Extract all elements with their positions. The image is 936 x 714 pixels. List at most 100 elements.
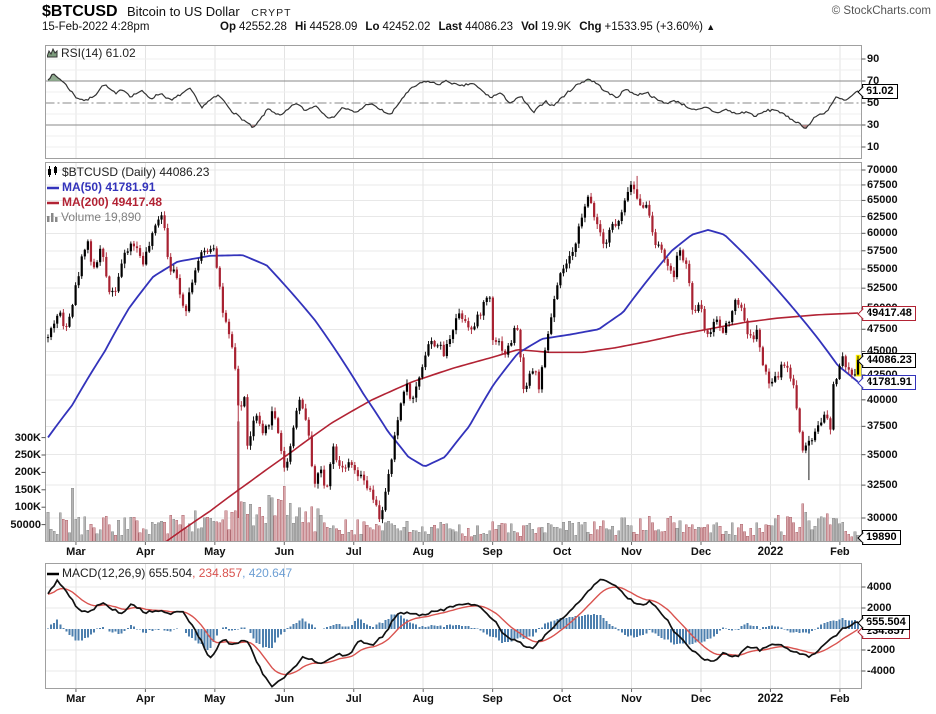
- month-label-macd: 2022: [757, 693, 784, 705]
- price-legend: $BTCUSD (Daily) 44086.23: [47, 165, 209, 180]
- macd-axis-tick-label: 4000: [867, 581, 892, 593]
- price-axis-tick-label: 32500: [867, 479, 898, 492]
- price-axis-tick-label: 65000: [867, 194, 898, 207]
- month-label-macd: Jun: [274, 693, 295, 705]
- high-value: 44528.09: [309, 21, 358, 33]
- ma50-legend: MA(50) 41781.91: [47, 180, 155, 195]
- macd-legend-main: MACD(12,26,9) 655.504: [62, 566, 193, 580]
- macd-current-label: 655.504: [857, 615, 910, 630]
- price-axis-tick-label: 57500: [867, 244, 898, 257]
- volume-axis-tick-label: 150K: [14, 483, 41, 496]
- quote-values: Op 42552.28 Hi 44528.09 Lo 42452.02 Last 44086.…: [212, 21, 715, 33]
- volume-label: Vol: [521, 21, 539, 33]
- price-axis-tick-label: 62500: [867, 210, 898, 223]
- month-label-main: May: [204, 546, 226, 558]
- rsi-axis-tick-label: 50: [867, 97, 880, 109]
- last-value: 44086.23: [465, 21, 514, 33]
- price-axis-tick-label: 30000: [867, 511, 898, 524]
- price-axis-tick-label: 37500: [867, 420, 898, 433]
- symbol-title: $BTCUSD: [42, 3, 118, 20]
- month-label-main: Feb: [830, 546, 850, 558]
- chart-header: $BTCUSD Bitcoin to US Dollar CRYPT: [42, 3, 932, 21]
- month-label-macd: Mar: [66, 693, 86, 705]
- price-axis-tick-label: 70000: [867, 164, 898, 176]
- rsi-legend: RSI(14) 61.02: [46, 46, 136, 61]
- volume-legend-label: Volume 19,890: [61, 210, 142, 224]
- macd-axis-tick-label: 2000: [867, 602, 892, 614]
- volume-axis-tick-label: 50000: [10, 518, 41, 531]
- month-label-macd: Apr: [135, 693, 155, 705]
- volume-bars-icon: [47, 211, 58, 225]
- exchange-label: CRYPT: [251, 7, 292, 19]
- price-axis-tick-label: 67500: [867, 178, 898, 191]
- month-label-main: Oct: [552, 546, 572, 558]
- low-value: 42452.02: [382, 21, 431, 33]
- symbol-fullname: Bitcoin to US Dollar: [127, 4, 240, 19]
- rsi-axis-tick-label: 10: [867, 141, 880, 153]
- price-axis-tick-label: 35000: [867, 448, 898, 461]
- ma50-legend-label: MA(50) 41781.91: [62, 180, 156, 194]
- macd-line-icon: [47, 567, 59, 581]
- ma200-legend: MA(200) 49417.48: [47, 195, 162, 210]
- open-value: 42552.28: [238, 21, 287, 33]
- month-label-main: Sep: [482, 546, 503, 558]
- price-axis-tick-label: 55000: [867, 263, 898, 276]
- month-label-main: Jul: [345, 546, 362, 558]
- last-price-label: 44086.23: [857, 353, 916, 368]
- open-label: Op: [220, 21, 236, 33]
- month-label-main: Mar: [66, 546, 86, 558]
- month-label-macd: Feb: [830, 693, 850, 705]
- volume-current-label: 19890: [857, 530, 901, 545]
- rsi-legend-label: RSI(14) 61.02: [61, 46, 136, 60]
- last-label: Last: [438, 21, 463, 33]
- macd-legend: MACD(12,26,9) 655.504, 234.857, 420.647: [47, 566, 292, 581]
- month-label-macd: Aug: [412, 693, 434, 705]
- month-label-macd: Sep: [482, 693, 503, 705]
- month-label-main: Dec: [690, 546, 712, 558]
- month-label-macd: Nov: [621, 693, 642, 705]
- month-label-main: Aug: [412, 546, 434, 558]
- month-label-macd: Jul: [345, 693, 362, 705]
- month-label-main: 2022: [757, 546, 784, 558]
- macd-legend-histogram: , 420.647: [242, 566, 293, 580]
- change-value: +1533.95 (+3.60%): [604, 21, 704, 33]
- ma200-line-icon: [47, 196, 59, 210]
- month-label-macd: Dec: [690, 693, 712, 705]
- month-label-main: Nov: [621, 546, 642, 558]
- month-label-main: Apr: [135, 546, 155, 558]
- rsi-axis-tick-label: 90: [867, 53, 880, 65]
- rsi-current-label: 61.02: [857, 84, 898, 99]
- high-label: Hi: [294, 21, 307, 33]
- volume-axis-tick-label: 300K: [14, 431, 41, 444]
- ma200-current-label: 49417.48: [857, 306, 916, 321]
- month-label-macd: May: [204, 693, 226, 705]
- month-label-macd: Oct: [552, 693, 572, 705]
- price-axis-tick-label: 40000: [867, 393, 898, 406]
- candlestick-icon: [47, 166, 59, 180]
- indicator-area-icon: [46, 47, 58, 61]
- price-axis-tick-label: 52500: [867, 282, 898, 295]
- ma200-legend-label: MA(200) 49417.48: [62, 195, 163, 209]
- volume-legend: Volume 19,890: [47, 210, 141, 225]
- volume-value: 19.9K: [541, 21, 572, 33]
- price-axis-tick-label: 47500: [867, 323, 898, 336]
- quote-datetime: 15-Feb-2022 4:28pm: [42, 21, 150, 33]
- change-label: Chg: [579, 21, 602, 33]
- ma50-line-icon: [47, 181, 59, 195]
- copyright: © StockCharts.com: [831, 5, 931, 17]
- up-arrow-icon: ▲: [706, 22, 716, 32]
- rsi-axis-tick-label: 30: [867, 119, 880, 131]
- volume-axis-tick-label: 100K: [14, 501, 41, 514]
- macd-axis-tick-label: -4000: [867, 665, 896, 677]
- volume-axis-tick-label: 250K: [14, 449, 41, 461]
- macd-legend-signal: , 234.857: [192, 566, 243, 580]
- volume-axis-tick-label: 200K: [14, 466, 41, 479]
- low-label: Lo: [365, 21, 380, 33]
- price-axis-tick-label: 60000: [867, 227, 898, 240]
- price-legend-label: $BTCUSD (Daily) 44086.23: [62, 165, 210, 179]
- month-label-main: Jun: [274, 546, 295, 558]
- quote-row: 15-Feb-2022 4:28pm Op 42552.28 Hi 44528.09 Lo…: [42, 21, 932, 33]
- ma50-current-label: 41781.91: [857, 375, 916, 390]
